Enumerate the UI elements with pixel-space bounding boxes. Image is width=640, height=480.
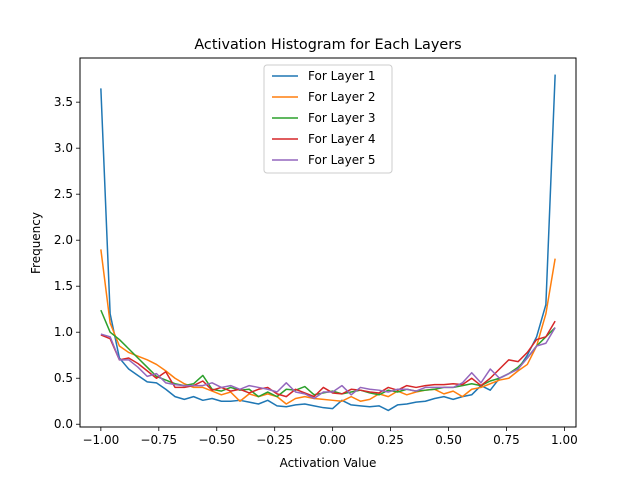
chart-title: Activation Histogram for Each Layers (194, 37, 461, 53)
y-tick-label: 0.0 (54, 417, 73, 431)
legend-label-layer-4: For Layer 4 (308, 132, 375, 146)
x-tick-label: −0.75 (140, 433, 177, 447)
series-line-layer-4 (100, 320, 556, 398)
x-tick-label: −0.50 (198, 433, 235, 447)
y-tick-label: 3.0 (54, 141, 73, 155)
x-tick-label: 0.75 (493, 433, 520, 447)
legend: For Layer 1 For Layer 2 For Layer 3 For Lay… (263, 64, 393, 174)
x-tick-label: 0.50 (435, 433, 462, 447)
y-tick-label: 1.0 (54, 325, 73, 339)
y-axis: 0.0 0.5 1.0 1.5 2.0 2.5 3.0 3.5 (54, 95, 80, 431)
x-tick-label: −1.00 (82, 433, 119, 447)
x-tick-label: 0.00 (319, 433, 346, 447)
x-tick-label: 1.00 (551, 433, 578, 447)
legend-label-layer-1: For Layer 1 (308, 69, 375, 83)
legend-label-layer-3: For Layer 3 (308, 111, 375, 125)
x-axis: −1.00 −0.75 −0.50 −0.25 0.00 0.25 0.50 0.75 1.00 (82, 427, 578, 447)
x-axis-label: Activation Value (280, 456, 377, 470)
legend-box (263, 64, 393, 174)
y-tick-label: 3.5 (54, 95, 73, 109)
y-tick-label: 2.0 (54, 233, 73, 247)
y-tick-label: 1.5 (54, 279, 73, 293)
series-line-layer-5 (100, 327, 556, 400)
x-tick-label: 0.25 (377, 433, 404, 447)
y-tick-label: 2.5 (54, 187, 73, 201)
series-line-layer-2 (100, 249, 556, 405)
axes-frame (79, 57, 577, 428)
legend-label-layer-2: For Layer 2 (308, 90, 375, 104)
series-layer (100, 74, 556, 412)
legend-label-layer-5: For Layer 5 (308, 153, 375, 167)
x-tick-label: −0.25 (256, 433, 293, 447)
y-axis-label: Frequency (29, 212, 43, 274)
y-tick-label: 0.5 (54, 371, 73, 385)
